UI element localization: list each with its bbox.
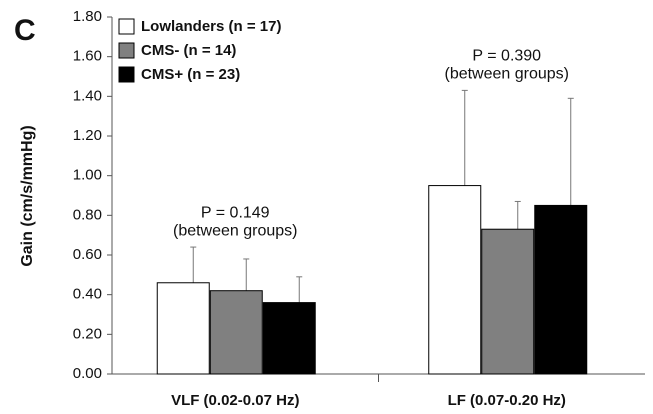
y-tick-label: 0.20 — [73, 325, 102, 342]
y-tick-label: 1.00 — [73, 167, 102, 184]
annotation: P = 0.149 — [201, 204, 270, 221]
y-tick-label: 0.80 — [73, 206, 102, 223]
legend-label: Lowlanders (n = 17) — [141, 18, 281, 35]
bar — [262, 302, 316, 375]
bar — [209, 290, 263, 375]
panel-label: C — [14, 14, 36, 47]
x-tick-label: LF (0.07-0.20 Hz) — [448, 392, 566, 409]
legend-swatch — [118, 18, 135, 35]
y-tick-label: 1.40 — [73, 87, 102, 104]
annotation-note: (between groups) — [444, 66, 569, 83]
legend-label: CMS- (n = 14) — [141, 42, 236, 59]
y-tick-label: 0.40 — [73, 286, 102, 303]
legend-swatch — [118, 42, 135, 59]
bar — [156, 282, 210, 375]
y-axis-label: Gain (cm/s/mmHg) — [19, 125, 36, 266]
annotation-note: (between groups) — [173, 222, 298, 239]
annotation: P = 0.390 — [472, 48, 541, 65]
bar — [481, 228, 535, 375]
legend-swatch — [118, 66, 135, 83]
y-tick-label: 0.60 — [73, 246, 102, 263]
bar — [534, 204, 588, 375]
bar — [428, 185, 482, 375]
y-tick-label: 1.60 — [73, 48, 102, 65]
y-tick-label: 1.20 — [73, 127, 102, 144]
legend-label: CMS+ (n = 23) — [141, 66, 240, 83]
y-tick-label: 0.00 — [73, 365, 102, 382]
y-tick-label: 1.80 — [73, 8, 102, 25]
x-tick-label: VLF (0.02-0.07 Hz) — [171, 392, 299, 409]
